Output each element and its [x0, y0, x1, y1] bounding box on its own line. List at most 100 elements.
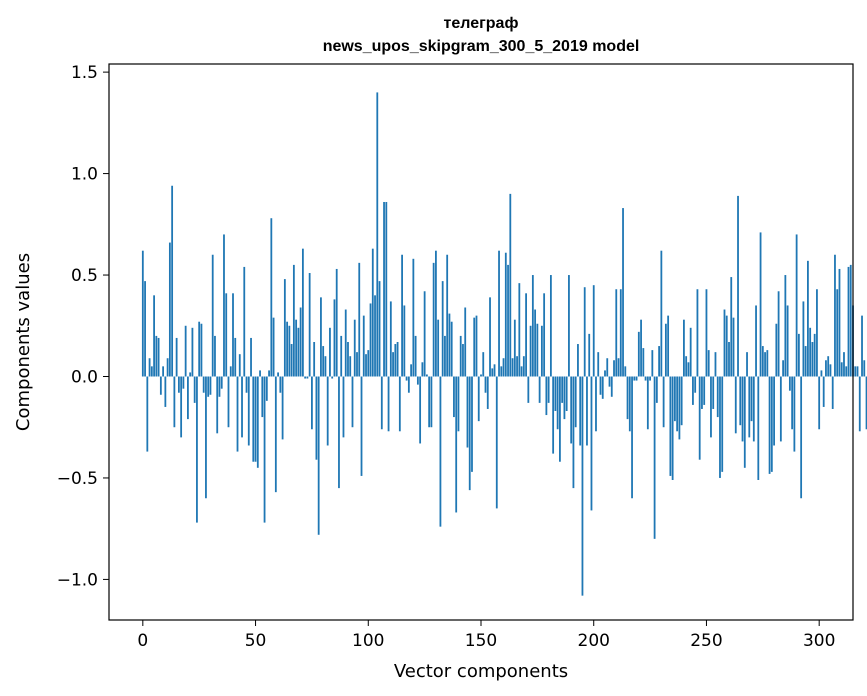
bar-component-5 — [153, 295, 155, 377]
bar-component-173 — [531, 275, 534, 377]
x-tick-label: 50 — [245, 631, 267, 651]
x-tick-label: 250 — [690, 631, 722, 651]
bar-component-123 — [419, 376, 422, 444]
bar-component-181 — [549, 275, 552, 377]
bar-component-255 — [716, 376, 719, 418]
bar-component-23 — [193, 376, 196, 403]
bar-component-87 — [338, 376, 340, 489]
bar-component-2 — [146, 376, 149, 452]
bar-component-265 — [739, 376, 742, 426]
bar-component-60 — [277, 372, 279, 377]
bar-component-240 — [683, 319, 685, 377]
bar-component-266 — [741, 376, 744, 442]
bar-component-264 — [737, 195, 739, 377]
bar-component-72 — [304, 376, 307, 379]
bar-component-32 — [214, 335, 216, 377]
bar-component-46 — [245, 376, 248, 393]
bar-component-144 — [466, 376, 469, 448]
bar-component-64 — [286, 321, 289, 377]
bar-component-200 — [592, 285, 595, 377]
bar-component-139 — [455, 376, 458, 513]
bar-component-300 — [818, 376, 821, 430]
bar-component-224 — [646, 376, 649, 430]
bar-component-203 — [599, 376, 602, 395]
bar-component-248 — [701, 376, 703, 409]
bar-component-85 — [333, 299, 336, 377]
bar-component-180 — [547, 376, 550, 403]
bar-component-114 — [398, 376, 401, 432]
bar-component-244 — [692, 376, 694, 405]
bar-component-98 — [362, 315, 365, 377]
bar-component-13 — [171, 185, 174, 377]
bar-component-16 — [177, 376, 180, 393]
bar-component-40 — [232, 293, 234, 377]
bar-component-141 — [459, 335, 462, 377]
bar-component-186 — [561, 376, 564, 403]
bar-component-61 — [279, 376, 282, 393]
bar-component-52 — [259, 370, 261, 377]
bar-component-274 — [759, 232, 762, 377]
bar-component-306 — [831, 376, 834, 409]
bar-component-214 — [624, 366, 627, 377]
bar-component-145 — [468, 376, 471, 491]
bar-component-158 — [498, 250, 500, 377]
bar-component-27 — [202, 376, 205, 393]
bar-component-261 — [730, 277, 733, 377]
bar-component-226 — [651, 350, 654, 377]
bar-component-97 — [360, 376, 363, 476]
bar-component-316 — [854, 366, 857, 377]
bar-component-233 — [667, 315, 670, 377]
bar-component-37 — [225, 293, 228, 377]
bar-component-4 — [150, 366, 153, 377]
bar-component-146 — [471, 376, 473, 472]
bar-component-7 — [157, 337, 160, 377]
bar-component-103 — [374, 295, 376, 377]
bar-component-290 — [795, 234, 798, 377]
bar-component-29 — [207, 376, 210, 397]
bar-component-313 — [847, 266, 850, 377]
bar-component-176 — [538, 376, 541, 403]
bar-component-187 — [563, 376, 566, 420]
bar-component-294 — [804, 346, 807, 377]
bar-component-262 — [732, 317, 735, 377]
bar-component-310 — [840, 362, 843, 377]
x-tick-label: 100 — [352, 631, 384, 651]
bar-component-320 — [863, 360, 866, 377]
bar-component-296 — [809, 327, 812, 377]
bar-component-234 — [669, 376, 672, 476]
bar-component-193 — [577, 344, 579, 377]
bar-component-302 — [822, 376, 825, 407]
bar-component-237 — [676, 376, 679, 432]
bar-component-256 — [719, 376, 721, 478]
bar-component-210 — [615, 289, 618, 377]
bar-component-201 — [595, 376, 597, 432]
bar-component-319 — [861, 315, 863, 377]
bar-component-260 — [728, 342, 730, 377]
bar-component-170 — [525, 293, 527, 377]
bar-component-108 — [385, 201, 388, 377]
bar-component-277 — [766, 350, 769, 377]
bar-component-167 — [518, 283, 521, 377]
bar-component-236 — [673, 376, 676, 422]
bar-component-217 — [631, 376, 633, 499]
bar-component-54 — [263, 376, 266, 523]
bar-component-100 — [367, 350, 370, 377]
bar-component-66 — [290, 344, 293, 377]
bar-component-159 — [500, 366, 503, 377]
bar-component-230 — [660, 250, 663, 377]
bar-component-259 — [725, 315, 728, 377]
bar-component-303 — [825, 360, 827, 377]
bar-component-77 — [315, 376, 318, 460]
bar-component-122 — [416, 376, 419, 385]
bar-component-321 — [865, 376, 867, 430]
bar-component-84 — [331, 376, 334, 379]
bar-component-190 — [570, 376, 573, 444]
bar-component-183 — [554, 376, 557, 411]
bar-component-152 — [484, 376, 487, 393]
bar-component-270 — [750, 376, 753, 422]
bar-component-282 — [777, 291, 780, 377]
bar-component-297 — [811, 342, 814, 377]
bar-component-281 — [775, 323, 778, 377]
bar-component-205 — [604, 370, 606, 377]
bars-group — [141, 92, 867, 596]
